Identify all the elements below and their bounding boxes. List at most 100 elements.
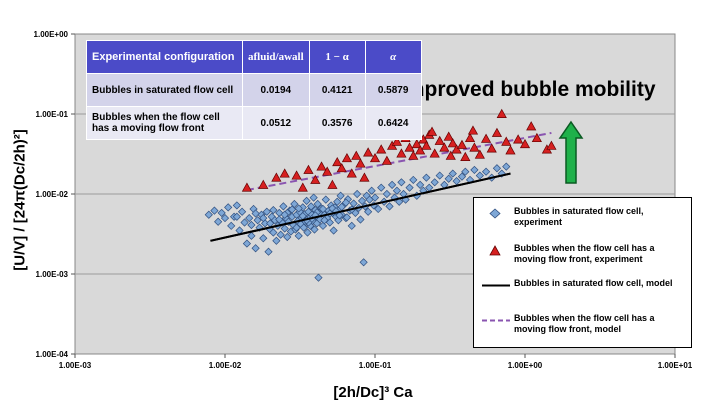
model-line-3 (246, 131, 552, 192)
data-point-diamond (269, 205, 278, 215)
data-point-diamond (313, 199, 322, 209)
data-point-diamond (382, 189, 391, 199)
legend-triangle-icon (489, 245, 501, 256)
data-point-triangle (464, 132, 476, 143)
data-point-diamond (280, 210, 289, 219)
data-point-diamond (262, 207, 271, 216)
data-point-diamond (325, 218, 334, 227)
legend-dashed-line-icon (482, 319, 510, 322)
data-point-diamond (416, 180, 425, 189)
data-point-triangle (404, 142, 415, 152)
data-point-diamond (310, 225, 319, 234)
data-point-diamond (314, 273, 323, 282)
table-cell: 0.3576 (308, 106, 366, 140)
model-line-overlay (210, 172, 511, 242)
legend-entry: Bubbles in saturated flow cell, model (514, 278, 673, 288)
data-point-triangle (429, 148, 440, 158)
data-point-triangle (291, 170, 302, 180)
data-point-diamond (395, 197, 404, 206)
data-point-diamond (251, 209, 260, 218)
data-point-triangle (480, 133, 492, 143)
data-point-diamond (353, 189, 362, 199)
data-point-diamond (232, 212, 241, 221)
data-point-diamond (435, 171, 444, 180)
data-point-triangle (297, 182, 308, 192)
data-point-diamond (251, 244, 260, 253)
data-point-diamond (264, 247, 273, 256)
data-point-triangle (445, 150, 456, 160)
data-point-diamond (370, 193, 380, 202)
data-point-diamond (387, 180, 397, 189)
data-point-triangle (381, 155, 392, 165)
up-arrow-icon (558, 120, 584, 184)
table-cell: 0.0194 (242, 73, 310, 107)
data-point-triangle (303, 164, 314, 174)
data-point-diamond (283, 232, 292, 242)
legend-solid-line-icon (482, 284, 510, 287)
data-point-diamond (232, 201, 241, 210)
data-point-diamond (259, 234, 268, 243)
data-point-triangle (310, 174, 321, 184)
data-point-diamond (247, 220, 256, 230)
data-point-triangle (355, 158, 366, 168)
data-point-triangle (426, 126, 438, 136)
data-point-triangle (474, 149, 485, 159)
data-point-triangle (443, 131, 454, 141)
data-point-diamond (385, 202, 394, 211)
up-arrow-shape (558, 120, 584, 184)
table-cell: Bubbles when the flow cell has a moving … (86, 106, 243, 140)
data-point-diamond (318, 204, 328, 214)
data-point-diamond (357, 196, 367, 205)
data-point-diamond (347, 221, 356, 230)
tick-labels: 1.00E+00 1.00E-01 1.00E-02 1.00E-03 1.00E-04… (34, 30, 693, 370)
data-point-triangle (486, 143, 497, 153)
y-tick-label: 1.00E+00 (34, 30, 69, 39)
data-point-triangle (359, 172, 370, 182)
x-tick-label: 1.00E-02 (209, 361, 242, 370)
data-point-diamond (320, 216, 329, 225)
table-cell: 0.4121 (308, 73, 366, 107)
data-point-diamond (349, 199, 358, 208)
data-point-triangle (369, 153, 381, 163)
data-point-triangle (271, 172, 282, 182)
data-point-triangle (460, 151, 471, 161)
data-point-diamond (303, 228, 312, 237)
data-point-diamond (220, 213, 230, 223)
data-point-diamond (364, 207, 373, 216)
data-point-triangle (322, 166, 333, 176)
data-point-triangle (434, 135, 445, 145)
data-point-diamond (367, 186, 376, 195)
data-point-triangle (336, 163, 347, 173)
data-point-diamond (475, 171, 484, 180)
x-tick-label: 1.00E+00 (508, 361, 543, 370)
legend-entry: Bubbles when the flow cell has a moving … (514, 313, 655, 334)
data-point-triangle (439, 142, 450, 152)
data-point-triangle (531, 132, 542, 143)
legend-diamond-icon (489, 208, 501, 219)
data-point-triangle (526, 121, 537, 131)
table-cell: 0.0512 (242, 106, 310, 140)
data-point-diamond (461, 167, 470, 176)
data-point-diamond (481, 167, 491, 176)
data-point-triangle (467, 125, 479, 135)
data-point-diamond (253, 216, 262, 225)
data-point-diamond (294, 231, 303, 240)
data-point-diamond (217, 208, 226, 218)
data-point-diamond (307, 202, 316, 211)
data-point-triangle (341, 153, 353, 163)
table-header: afluid/awall (242, 40, 310, 74)
x-tick-label: 1.00E-01 (359, 361, 392, 370)
data-point-diamond (422, 173, 431, 182)
data-point-triangle (376, 144, 387, 154)
data-point-diamond (321, 195, 330, 204)
data-point-diamond (279, 202, 288, 211)
table-row: Bubbles in saturated flow cell 0.0194 0.… (86, 73, 422, 107)
data-point-triangle (519, 138, 531, 149)
table-header: α (364, 40, 422, 74)
legend: Bubbles in saturated flow cell, experime… (473, 197, 692, 348)
table-row: Bubbles when the flow cell has a moving … (86, 106, 422, 140)
data-point-diamond (294, 204, 303, 213)
data-point-diamond (272, 236, 281, 245)
data-point-triangle (451, 144, 462, 154)
data-point-triangle (327, 179, 338, 189)
